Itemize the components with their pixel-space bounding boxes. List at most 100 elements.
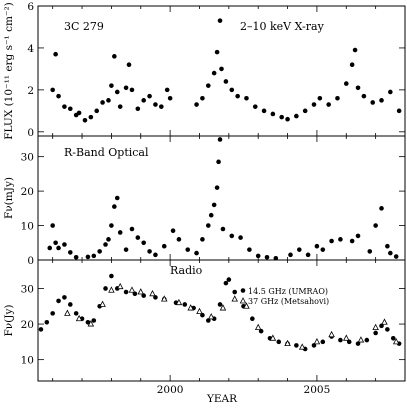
radio-data-point-triangle xyxy=(207,313,215,320)
xray-data-point xyxy=(343,81,349,86)
legend-marker-triangle xyxy=(239,297,247,304)
xray-data-point xyxy=(217,18,223,23)
xray-data-point xyxy=(88,114,94,120)
legend-label: 37 GHz (Metsahovi) xyxy=(248,297,329,306)
radio-data-point xyxy=(311,343,317,348)
xray-data-point xyxy=(200,95,205,101)
radio-panel: 10 20 30 Fν(Jy) Radio 14.5 GHz (UMRAO)37 GHz … xyxy=(3,259,406,396)
radio-data-point-triangle xyxy=(187,304,194,311)
xray-data-point xyxy=(279,114,284,120)
radio-data-point xyxy=(355,341,361,346)
xray-data-point xyxy=(147,93,152,99)
radio-data-point-triangle xyxy=(357,336,365,343)
xray-data-point xyxy=(56,93,61,99)
optical-data-point xyxy=(97,249,102,254)
optical-data-point xyxy=(50,223,55,228)
xray-data-point xyxy=(352,47,358,53)
optical-y-tick-label: 30 xyxy=(21,152,34,164)
radio-data-point xyxy=(294,343,299,348)
radio-data-point-triangle xyxy=(99,300,106,307)
radio-data-point xyxy=(223,280,229,286)
optical-data-point xyxy=(123,247,129,252)
radio-data-point xyxy=(338,337,343,343)
xray-data-point xyxy=(62,104,67,109)
x-axis-label: YEAR xyxy=(206,393,238,405)
optical-data-point xyxy=(129,226,135,232)
radio-data-point xyxy=(232,289,238,295)
x-tick-label: 2000 xyxy=(157,384,184,396)
radio-data-point xyxy=(320,339,326,345)
xray-data-point xyxy=(302,108,308,114)
optical-data-point xyxy=(373,223,378,228)
optical-data-point xyxy=(73,254,79,260)
radio-data-point-triangle xyxy=(64,309,71,316)
xray-data-point xyxy=(159,104,164,109)
optical-data-point xyxy=(216,159,221,165)
optical-data-point xyxy=(338,237,343,242)
xray-data-point xyxy=(244,95,249,101)
radio-data-point-triangle xyxy=(298,343,306,350)
radio-data-point-triangle xyxy=(149,289,156,297)
xray-data-point xyxy=(270,111,276,117)
xray-data-point xyxy=(53,51,58,57)
xray-data-point xyxy=(205,83,211,88)
radio-data-point xyxy=(373,330,378,336)
xray-data-point xyxy=(50,87,55,93)
radio-data-point-triangle xyxy=(372,323,379,331)
optical-data-point xyxy=(185,247,191,252)
optical-data-point xyxy=(288,252,293,258)
optical-data-point xyxy=(388,250,393,256)
radio-data-point xyxy=(385,327,390,332)
xray-y-tick-label: 0 xyxy=(27,127,34,139)
optical-data-point xyxy=(147,249,152,254)
optical-data-point xyxy=(112,204,117,209)
radio-data-point-triangle xyxy=(343,334,350,341)
radio-data-point xyxy=(141,293,146,298)
radio-panel-title: Radio xyxy=(170,264,203,277)
xray-data-point xyxy=(76,110,82,116)
xray-data-point xyxy=(106,98,111,103)
optical-data-point xyxy=(114,195,120,201)
radio-data-point xyxy=(103,286,108,291)
optical-data-point xyxy=(220,226,226,232)
optical-y-axis-label: Fν(mJy) xyxy=(3,177,15,219)
optical-data-point xyxy=(170,228,176,234)
xray-y-axis-label: FLUX (10⁻¹¹ erg s⁻¹ cm⁻²) xyxy=(3,2,15,140)
optical-data-point xyxy=(103,242,108,247)
optical-data-point xyxy=(297,247,302,252)
xray-data-point xyxy=(167,95,173,101)
radio-data-point-triangle xyxy=(108,286,115,293)
xray-data-point xyxy=(379,98,384,103)
xray-data-point xyxy=(114,89,120,95)
optical-data-point xyxy=(67,250,73,255)
xray-data-point xyxy=(211,70,217,76)
optical-data-point xyxy=(53,240,58,246)
optical-data-point xyxy=(329,238,334,244)
optical-data-point xyxy=(117,230,123,235)
optical-y-tick-label: 10 xyxy=(21,221,34,233)
radio-data-point xyxy=(217,302,223,307)
optical-y-tick-label: 20 xyxy=(21,186,34,198)
optical-data-point xyxy=(161,243,167,249)
radio-data-point xyxy=(38,327,44,332)
radio-data-point xyxy=(258,328,264,334)
radio-data-point-triangle xyxy=(269,334,277,341)
radio-data-point-triangle xyxy=(231,295,238,302)
radio-data-point xyxy=(56,298,61,304)
radio-data-point xyxy=(123,289,129,295)
radio-data-point xyxy=(205,318,211,323)
radio-data-point-triangle xyxy=(196,307,203,315)
optical-data-point xyxy=(135,235,141,240)
optical-panel: 0 10 20 30 Fν(mJy) R-Band Optical xyxy=(3,135,406,267)
radio-data-point xyxy=(132,291,138,297)
radio-data-point xyxy=(200,312,205,318)
optical-data-point xyxy=(211,202,217,208)
radio-data-point-triangle xyxy=(328,330,335,338)
xray-y-tick-label: 4 xyxy=(27,43,34,55)
xray-data-point xyxy=(194,102,199,107)
xray-data-point xyxy=(252,104,258,109)
radio-data-point-triangle xyxy=(284,339,291,347)
optical-data-point xyxy=(205,223,211,228)
xray-data-point xyxy=(326,102,331,107)
xray-data-point xyxy=(235,93,240,99)
